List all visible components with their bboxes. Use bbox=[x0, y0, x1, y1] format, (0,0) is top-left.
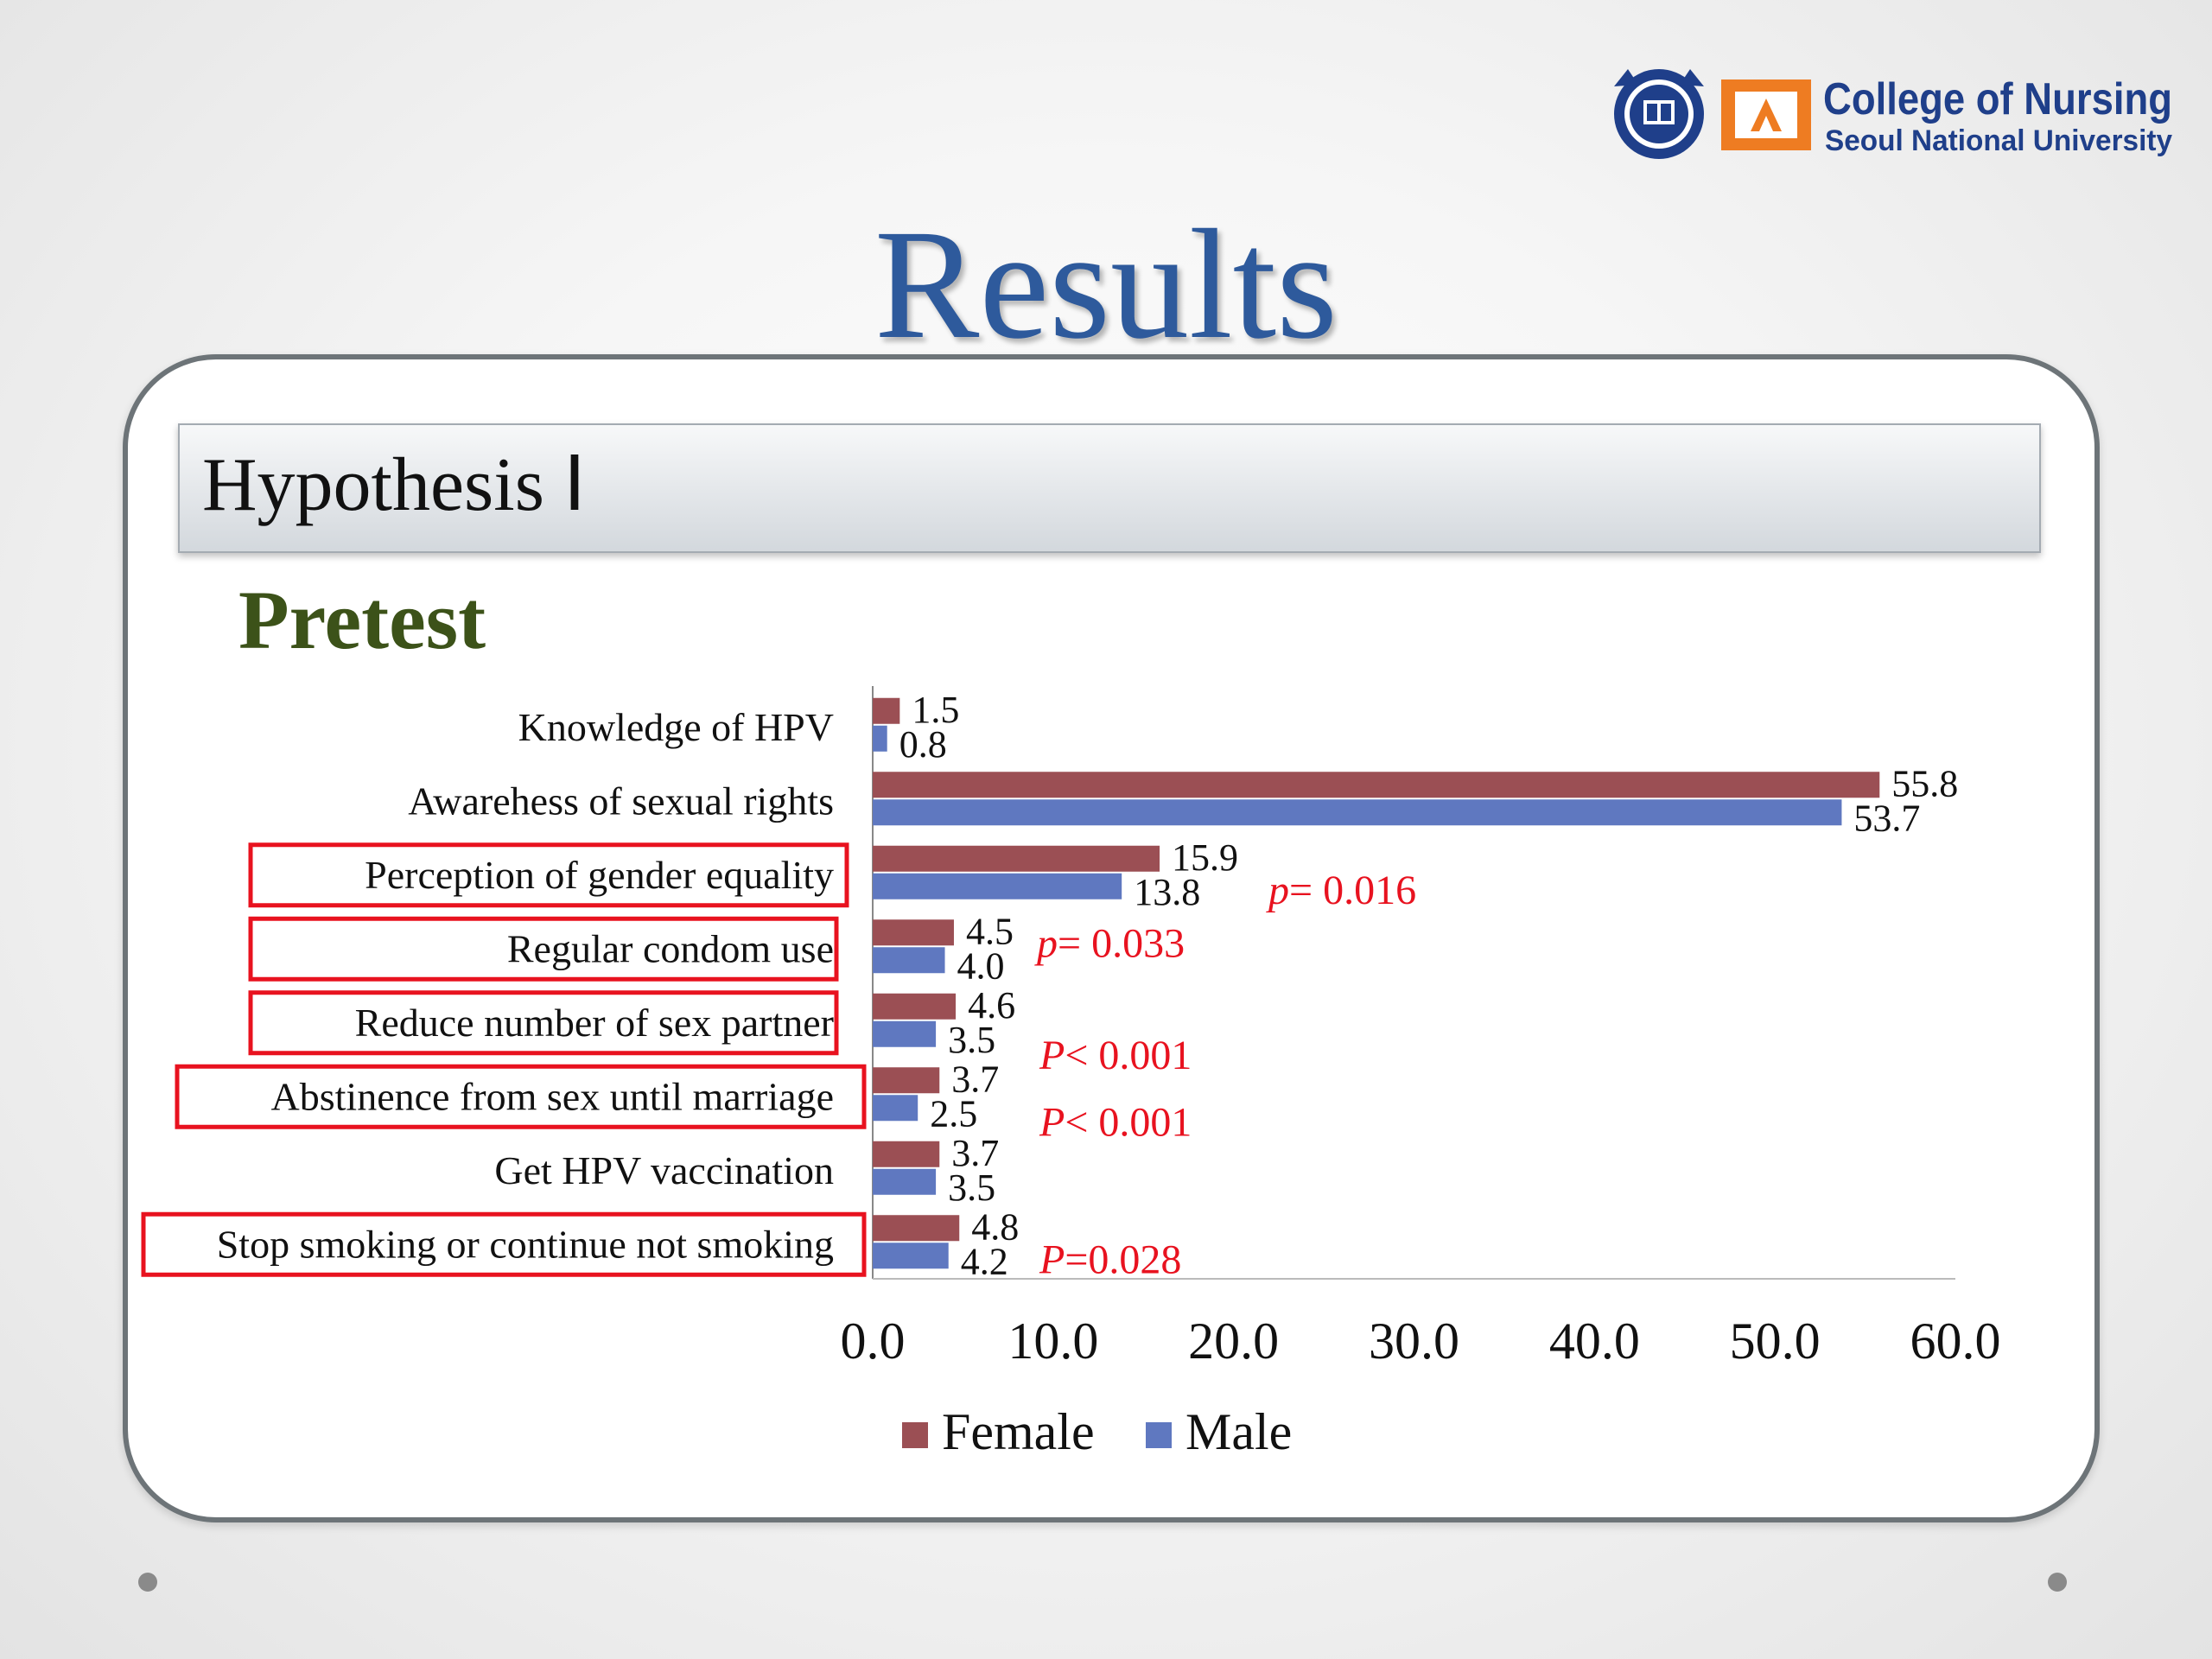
section-label: Pretest bbox=[238, 574, 486, 666]
x-tick-label: 60.0 bbox=[1910, 1313, 2001, 1370]
p-value-annotation: P< 0.001 bbox=[1039, 1099, 1192, 1145]
x-tick-label: 10.0 bbox=[1007, 1313, 1098, 1370]
data-label-male: 4.2 bbox=[961, 1240, 1008, 1282]
bar-female bbox=[873, 919, 954, 946]
bar-female bbox=[873, 1067, 940, 1094]
x-tick-label: 0.0 bbox=[841, 1313, 906, 1370]
legend-swatch-female bbox=[902, 1422, 928, 1448]
data-label-female: 3.7 bbox=[951, 1058, 999, 1100]
category-label: Perception of gender equality bbox=[365, 853, 834, 897]
category-label: Knowledge of HPV bbox=[518, 705, 834, 749]
highlight-box bbox=[248, 842, 849, 908]
data-label-male: 3.5 bbox=[948, 1166, 995, 1209]
x-tick-label: 50.0 bbox=[1730, 1313, 1821, 1370]
x-tick-label: 40.0 bbox=[1549, 1313, 1640, 1370]
bars bbox=[873, 697, 1880, 1269]
hypothesis-header: Hypothesis Ⅰ bbox=[178, 423, 2041, 553]
data-label-female: 55.8 bbox=[1891, 762, 1958, 804]
highlight-box bbox=[141, 1211, 867, 1277]
p-value-annotations: p= 0.016 p= 0.033 P< 0.001 P< 0.001 P=0.028 bbox=[1034, 868, 1416, 1283]
category-label: Reduce number of sex partner bbox=[355, 1001, 834, 1045]
university-seal-icon bbox=[1614, 69, 1704, 159]
highlight-box bbox=[248, 990, 839, 1056]
bar-female bbox=[873, 845, 1160, 872]
data-label-female: 1.5 bbox=[912, 689, 959, 731]
data-label-female: 15.9 bbox=[1172, 836, 1238, 879]
p-value-annotation: p= 0.033 bbox=[1034, 920, 1185, 966]
legend-label: Male bbox=[1185, 1403, 1292, 1460]
x-tick-label: 30.0 bbox=[1369, 1313, 1459, 1370]
legend-swatch-male bbox=[1146, 1422, 1172, 1448]
highlight-box bbox=[248, 916, 839, 982]
category-labels: Knowledge of HPV Awarehess of sexual righ… bbox=[217, 705, 834, 1267]
slide-title: Results bbox=[874, 198, 1338, 372]
bar-female bbox=[873, 1141, 940, 1167]
data-label-male: 0.8 bbox=[899, 723, 947, 766]
bar-labels: 1.50.855.853.715.913.84.54.04.63.53.72.5… bbox=[899, 689, 1959, 1283]
data-label-female: 4.5 bbox=[966, 910, 1014, 952]
bar-female bbox=[873, 772, 1880, 798]
bar-male bbox=[873, 1168, 937, 1195]
data-label-male: 3.5 bbox=[948, 1019, 995, 1061]
data-label-male: 4.0 bbox=[957, 944, 1005, 987]
bar-male bbox=[873, 799, 1842, 826]
logo-line-2: Seoul National University bbox=[1825, 124, 2172, 157]
x-tick-label: 20.0 bbox=[1188, 1313, 1279, 1370]
college-logo: College of Nursing Seoul National Univer… bbox=[1614, 69, 2172, 159]
hypothesis-heading: Hypothesis Ⅰ bbox=[202, 443, 586, 527]
p-value-annotation: p= 0.016 bbox=[1266, 868, 1416, 913]
legend-label: Female bbox=[942, 1403, 1095, 1460]
category-label: Get HPV vaccination bbox=[494, 1148, 834, 1192]
data-label-female: 3.7 bbox=[951, 1132, 999, 1174]
highlight-boxes bbox=[141, 842, 867, 1277]
footer-dot bbox=[138, 1573, 157, 1592]
category-label: Regular condom use bbox=[507, 926, 834, 970]
data-label-female: 4.8 bbox=[971, 1205, 1019, 1248]
logo-line-1: College of Nursing bbox=[1823, 74, 2172, 124]
highlight-box bbox=[175, 1064, 867, 1129]
category-label: Awarehess of sexual rights bbox=[408, 779, 834, 823]
bar-male bbox=[873, 1020, 937, 1047]
bar-male bbox=[873, 1095, 918, 1122]
bar-male bbox=[873, 873, 1122, 899]
category-label: Stop smoking or continue not smoking bbox=[217, 1222, 834, 1266]
data-label-male: 2.5 bbox=[930, 1092, 977, 1135]
bar-male bbox=[873, 947, 945, 974]
category-label: Abstinence from sex until marriage bbox=[271, 1074, 834, 1118]
data-label-female: 4.6 bbox=[968, 984, 1015, 1027]
bar-female bbox=[873, 1215, 960, 1242]
legend: Female Male bbox=[902, 1403, 1292, 1460]
bar-male bbox=[873, 1243, 949, 1269]
nursing-mark-icon bbox=[1721, 79, 1811, 150]
p-value-annotation: P< 0.001 bbox=[1039, 1033, 1192, 1078]
data-label-male: 13.8 bbox=[1134, 871, 1200, 913]
bar-female bbox=[873, 697, 900, 724]
footer-dot bbox=[2048, 1573, 2067, 1592]
p-value-annotation: P=0.028 bbox=[1039, 1236, 1181, 1282]
data-label-male: 53.7 bbox=[1853, 797, 1920, 839]
bar-female bbox=[873, 993, 957, 1020]
bar-male bbox=[873, 725, 887, 752]
x-axis-ticks: 0.0 10.0 20.0 30.0 40.0 50.0 60.0 bbox=[841, 1313, 2001, 1370]
